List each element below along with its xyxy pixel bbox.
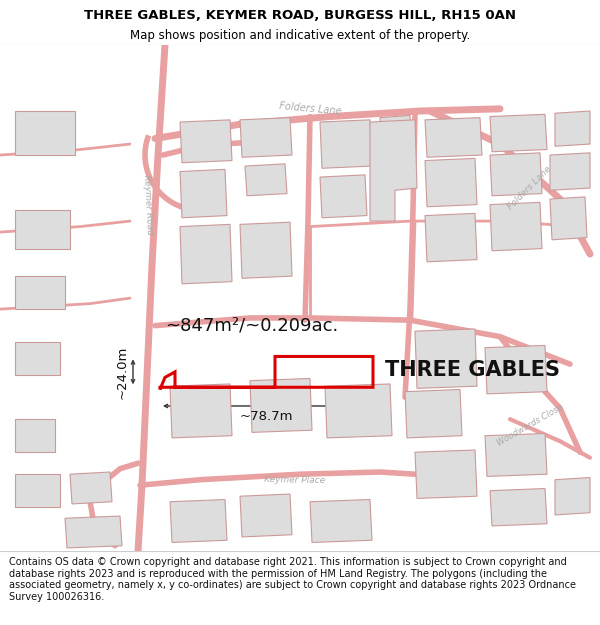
Polygon shape [370, 120, 417, 221]
Polygon shape [415, 450, 477, 498]
Polygon shape [490, 202, 542, 251]
Polygon shape [15, 276, 65, 309]
Text: Folders Lane: Folders Lane [278, 101, 341, 116]
Polygon shape [490, 489, 547, 526]
Polygon shape [240, 118, 292, 158]
Text: ~847m²/~0.209ac.: ~847m²/~0.209ac. [165, 316, 338, 334]
Polygon shape [425, 158, 477, 207]
Polygon shape [550, 197, 587, 240]
Text: Folders Lane: Folders Lane [506, 164, 554, 212]
Text: Keymer Road: Keymer Road [142, 174, 154, 235]
Polygon shape [485, 346, 547, 394]
Polygon shape [485, 434, 547, 476]
Polygon shape [310, 499, 372, 542]
Polygon shape [415, 329, 477, 388]
Text: Contains OS data © Crown copyright and database right 2021. This information is : Contains OS data © Crown copyright and d… [9, 557, 576, 602]
Polygon shape [325, 384, 392, 438]
Polygon shape [550, 153, 590, 190]
Text: ~78.7m: ~78.7m [240, 411, 293, 423]
Text: ~24.0m: ~24.0m [116, 345, 129, 399]
Polygon shape [250, 379, 312, 432]
Polygon shape [380, 116, 412, 152]
Polygon shape [490, 153, 542, 196]
Polygon shape [15, 210, 70, 249]
Polygon shape [490, 114, 547, 152]
Polygon shape [555, 478, 590, 515]
Polygon shape [70, 472, 112, 504]
Text: THREE GABLES, KEYMER ROAD, BURGESS HILL, RH15 0AN: THREE GABLES, KEYMER ROAD, BURGESS HILL,… [84, 9, 516, 22]
Polygon shape [180, 169, 227, 217]
Polygon shape [170, 499, 227, 542]
Text: Woodwards Close: Woodwards Close [496, 402, 565, 448]
Text: Keymer Place: Keymer Place [265, 474, 326, 485]
Polygon shape [15, 474, 60, 508]
Polygon shape [15, 419, 55, 452]
Polygon shape [240, 222, 292, 278]
Text: Map shows position and indicative extent of the property.: Map shows position and indicative extent… [130, 29, 470, 42]
Polygon shape [15, 111, 75, 155]
Polygon shape [320, 120, 372, 168]
Polygon shape [425, 213, 477, 262]
Polygon shape [405, 389, 462, 438]
Polygon shape [15, 342, 60, 375]
Polygon shape [65, 516, 122, 548]
Polygon shape [170, 384, 232, 438]
Polygon shape [320, 175, 367, 218]
Polygon shape [245, 164, 287, 196]
Polygon shape [180, 120, 232, 162]
Polygon shape [240, 494, 292, 537]
Text: THREE GABLES: THREE GABLES [385, 359, 560, 379]
Polygon shape [180, 224, 232, 284]
Polygon shape [425, 118, 482, 158]
Polygon shape [555, 111, 590, 146]
